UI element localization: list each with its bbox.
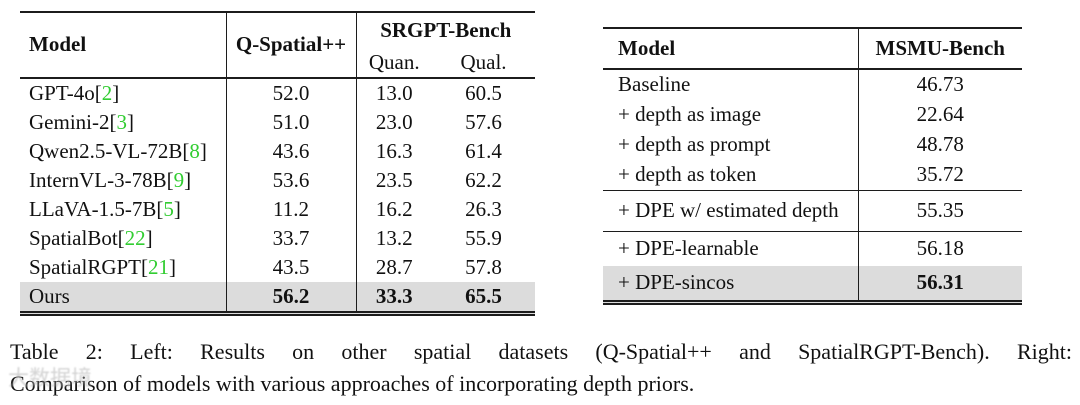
citation-link[interactable]: 2: [101, 80, 113, 105]
table-caption-line1: Table 2: Left: Results on other spatial …: [10, 339, 1072, 364]
quan-value-cell: 16.3: [375, 138, 413, 163]
right-header-msmu-bench: MSMU-Bench: [875, 35, 1006, 60]
model-cell: + depth as image: [603, 100, 859, 130]
bench-value-cell: 56.31: [858, 266, 1022, 303]
citation-link[interactable]: 5: [163, 196, 174, 221]
citation-link[interactable]: 21: [148, 254, 170, 279]
qual-value-cell: 61.4: [465, 138, 502, 163]
model-cell: Qwen2.5-VL-72B[8]: [20, 137, 227, 166]
model-cell: + depth as prompt: [603, 130, 859, 160]
qspatial-value-cell: 52.0: [226, 78, 357, 108]
quan-value-cell: 13.0: [375, 80, 413, 105]
right-ablation-table: Model MSMU-Bench Baseline 46.73 + depth as…: [603, 27, 1022, 305]
right-table-group-dpe-estimated: + DPE w/ estimated depth 55.35: [603, 190, 1022, 232]
right-table-group-dpe-encodings: + DPE-learnable 56.18 + DPE-sincos 56.31: [603, 231, 1022, 303]
model-cell: + depth as token: [603, 160, 859, 191]
left-results-table: Model Q-Spatial++ SRGPT-Bench Quan. Qual…: [20, 11, 535, 316]
table-row: Baseline 46.73: [603, 69, 1022, 100]
qual-value-cell: 55.9: [465, 225, 502, 250]
bench-value-cell: 46.73: [916, 72, 964, 97]
table-row: SpatialBot[22] 33.7 13.2 55.9: [20, 224, 535, 253]
left-header-model: Model: [20, 12, 227, 78]
qspatial-value-cell: 43.6: [226, 137, 357, 166]
model-cell: InternVL-3-78B[9]: [20, 166, 227, 195]
qspatial-value-cell: 51.0: [226, 108, 357, 137]
quan-value-cell: 16.2: [375, 196, 413, 221]
right-table-header: Model MSMU-Bench: [603, 28, 1022, 69]
qspatial-value-cell: 56.2: [226, 282, 357, 314]
table-row: LLaVA-1.5-7B[5] 11.2 16.2 26.3: [20, 195, 535, 224]
quan-value-cell: 23.0: [375, 109, 413, 134]
quan-value-cell: 23.5: [375, 167, 413, 192]
table-row: SpatialRGPT[21] 43.5 28.7 57.8: [20, 253, 535, 282]
quan-value-cell: 33.3: [356, 282, 432, 314]
quan-value-cell: 13.2: [375, 225, 413, 250]
left-header-qual: Qual.: [460, 49, 507, 74]
qual-value-cell: 57.6: [465, 109, 502, 134]
model-cell: LLaVA-1.5-7B[5]: [20, 195, 227, 224]
table-row: + depth as prompt 48.78: [603, 130, 1022, 160]
model-cell: Gemini-2[3]: [20, 108, 227, 137]
qual-value-cell: 57.8: [465, 254, 502, 279]
qspatial-value-cell: 33.7: [226, 224, 357, 253]
table-row: GPT-4o[2] 52.0 13.0 60.5: [20, 78, 535, 108]
right-table-group-depth-variants: Baseline 46.73 + depth as image 22.64 + dept…: [603, 69, 1022, 191]
quan-value-cell: 28.7: [375, 254, 413, 279]
model-cell: GPT-4o[2]: [20, 78, 227, 108]
left-header-qspatial: Q-Spatial++: [226, 12, 357, 78]
table-row: + DPE-learnable 56.18: [603, 231, 1022, 266]
table-row: + DPE w/ estimated depth 55.35: [603, 190, 1022, 232]
qual-value-cell: 26.3: [465, 196, 502, 221]
citation-link[interactable]: 3: [116, 109, 127, 134]
citation-link[interactable]: 22: [124, 225, 146, 250]
model-cell: Baseline: [603, 69, 859, 100]
table-row: + depth as image 22.64: [603, 100, 1022, 130]
model-cell: SpatialRGPT[21]: [20, 253, 227, 282]
qual-value-cell: 62.2: [465, 167, 502, 192]
citation-link[interactable]: 9: [173, 167, 185, 192]
bench-value-cell: 56.18: [916, 236, 964, 261]
qspatial-value-cell: 43.5: [226, 253, 357, 282]
table-row: Ours 56.2 33.3 65.5: [20, 282, 535, 314]
citation-link[interactable]: 8: [189, 138, 200, 163]
qspatial-value-cell: 53.6: [226, 166, 357, 195]
bench-value-cell: 48.78: [916, 132, 964, 157]
model-cell: + DPE-learnable: [603, 231, 859, 266]
table-row: + depth as token 35.72: [603, 160, 1022, 191]
table-row: + DPE-sincos 56.31: [603, 266, 1022, 303]
left-header-srgpt-bench: SRGPT-Bench: [380, 17, 512, 42]
table-row: Gemini-2[3] 51.0 23.0 57.6: [20, 108, 535, 137]
model-cell: + DPE w/ estimated depth: [603, 190, 859, 232]
table-row: InternVL-3-78B[9] 53.6 23.5 62.2: [20, 166, 535, 195]
bench-value-cell: 35.72: [916, 162, 964, 187]
left-header-quan: Quan.: [368, 49, 420, 74]
bench-value-cell: 22.64: [916, 102, 964, 127]
table-row: Qwen2.5-VL-72B[8] 43.6 16.3 61.4: [20, 137, 535, 166]
left-table-body: GPT-4o[2] 52.0 13.0 60.5 Gemini-2[3] 51.0 23.0…: [20, 78, 535, 314]
qual-value-cell: 65.5: [432, 282, 535, 314]
qspatial-value-cell: 11.2: [226, 195, 357, 224]
qual-value-cell: 60.5: [465, 80, 502, 105]
table-caption: Table 2: Left: Results on other spatial …: [10, 336, 1072, 400]
right-header-model: Model: [603, 28, 859, 69]
model-cell: Ours: [20, 282, 227, 314]
table-caption-line2: Comparison of models with various approa…: [10, 371, 695, 396]
left-table-header: Model Q-Spatial++ SRGPT-Bench Quan. Qual…: [20, 12, 535, 78]
bench-value-cell: 55.35: [916, 198, 964, 223]
model-cell: + DPE-sincos: [603, 266, 859, 303]
model-cell: SpatialBot[22]: [20, 224, 227, 253]
